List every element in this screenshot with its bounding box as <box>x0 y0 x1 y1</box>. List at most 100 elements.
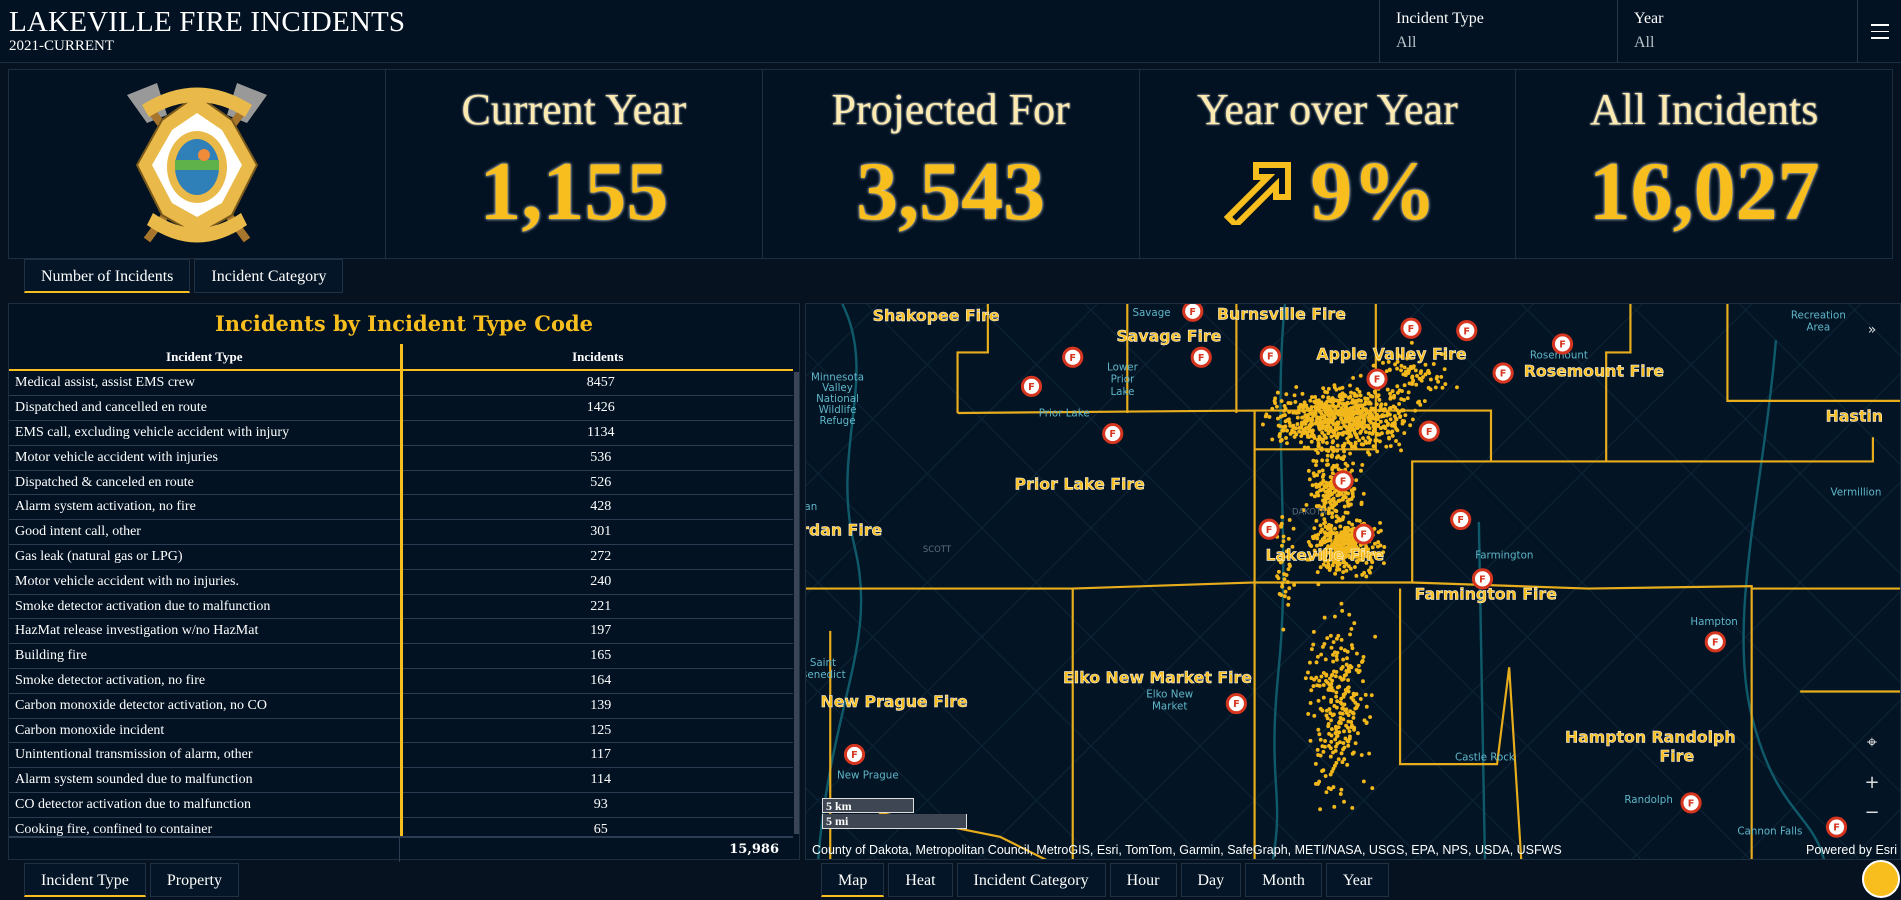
incident-point <box>1376 530 1381 535</box>
incident-point <box>1275 416 1280 421</box>
powered-by-esri[interactable]: Powered by Esri <box>1805 843 1897 857</box>
fire-station-marker-icon[interactable]: F <box>1332 470 1354 492</box>
district-label: Lakeville Fire <box>1265 546 1384 565</box>
incident-type-cell: Dispatched and cancelled en route <box>9 395 401 422</box>
incident-point <box>1314 518 1319 523</box>
table-row[interactable]: Building fire 165 <box>9 643 793 670</box>
incident-point <box>1345 738 1350 743</box>
incident-point <box>1338 535 1343 540</box>
fire-station-marker-icon[interactable]: F <box>1225 692 1248 715</box>
map-tab-heat[interactable]: Heat <box>888 863 953 897</box>
map-tab-incident-category[interactable]: Incident Category <box>956 863 1106 897</box>
fire-station-marker-icon[interactable]: F <box>1020 375 1043 397</box>
svg-text:F: F <box>1360 530 1367 541</box>
zoom-in-button[interactable]: + <box>1864 772 1880 793</box>
incident-point <box>1368 715 1373 719</box>
incident-map[interactable]: Prior Lake Lower Prior Lake Minnesota Valley N… <box>805 303 1901 860</box>
incident-point <box>1339 646 1344 651</box>
incident-point <box>1309 439 1314 444</box>
incident-point <box>1373 634 1378 639</box>
incident-point <box>1327 506 1332 511</box>
incident-point <box>1395 359 1400 364</box>
fire-station-marker-icon[interactable]: F <box>1418 420 1440 442</box>
fire-station-marker-icon[interactable]: F <box>1182 304 1204 322</box>
incident-point <box>1341 412 1346 417</box>
incidents-cell: 197 <box>399 618 793 645</box>
year-filter[interactable]: Year All <box>1617 0 1857 63</box>
table-row[interactable]: Dispatched & canceled en route 526 <box>9 470 793 496</box>
fire-station-marker-icon[interactable]: F <box>1551 333 1574 355</box>
column-header-incidents[interactable]: Incidents <box>399 344 793 371</box>
tab-incident-category[interactable]: Incident Category <box>194 259 344 293</box>
tab-incident-type[interactable]: Incident Type <box>24 863 146 897</box>
fire-station-marker-icon[interactable]: F <box>1258 518 1280 540</box>
fire-station-marker-icon[interactable]: F <box>1680 792 1702 814</box>
locate-icon[interactable]: ⌖ <box>1866 732 1878 753</box>
place-label: Rosemount <box>1530 349 1588 361</box>
table-row[interactable]: Motor vehicle accident with injuries 536 <box>9 445 793 471</box>
fire-station-marker-icon[interactable]: F <box>1353 523 1375 545</box>
table-row[interactable]: Good intent call, other 301 <box>9 519 793 546</box>
table-row[interactable]: Smoke detector activation due to malfunc… <box>9 594 793 620</box>
table-scrollbar[interactable] <box>794 372 799 834</box>
fire-station-marker-icon[interactable]: F <box>1456 320 1478 342</box>
fire-station-marker-icon[interactable]: F <box>1062 346 1084 368</box>
fire-station-marker-icon[interactable]: F <box>1825 816 1848 838</box>
incident-point <box>1363 546 1368 551</box>
table-row[interactable]: Motor vehicle accident with no injuries.… <box>9 569 793 595</box>
incident-point <box>1334 657 1339 662</box>
table-row[interactable]: Alarm system sounded due to malfunction 1… <box>9 767 793 794</box>
incident-point <box>1348 502 1353 507</box>
map-grid <box>1520 304 1900 684</box>
table-row[interactable]: Gas leak (natural gas or LPG) 272 <box>9 544 793 570</box>
incident-point <box>1282 594 1287 599</box>
incident-type-filter[interactable]: Incident Type All <box>1379 0 1617 63</box>
fire-station-marker-icon[interactable]: F <box>1400 317 1422 339</box>
incidents-cell: 1134 <box>399 420 793 446</box>
table-row[interactable]: Medical assist, assist EMS crew 8457 <box>9 371 793 397</box>
table-row[interactable]: Dispatched and cancelled en route 1426 <box>9 395 793 422</box>
fire-station-marker-icon[interactable]: F <box>1450 508 1472 531</box>
table-row[interactable]: CO detector activation due to malfunctio… <box>9 792 793 818</box>
fire-station-marker-icon[interactable]: F <box>1259 345 1281 367</box>
map-tab-year[interactable]: Year <box>1325 863 1390 897</box>
incident-point <box>1292 430 1297 435</box>
table-row[interactable]: EMS call, excluding vehicle accident wit… <box>9 420 793 446</box>
map-tab-map[interactable]: Map <box>821 863 885 897</box>
table-row[interactable]: Unintentional transmission of alarm, oth… <box>9 742 793 769</box>
fire-station-marker-icon[interactable]: F <box>1102 422 1124 445</box>
table-row[interactable]: Cooking fire, confined to container 65 <box>9 817 793 837</box>
map-tab-day[interactable]: Day <box>1180 863 1242 897</box>
fire-station-marker-icon[interactable]: F <box>843 743 866 766</box>
page-subtitle: 2021-CURRENT <box>9 38 114 54</box>
incident-point <box>1319 400 1324 405</box>
table-row[interactable]: Carbon monoxide incident 125 <box>9 718 793 744</box>
incident-point <box>1354 544 1359 549</box>
map-tab-hour[interactable]: Hour <box>1109 863 1177 897</box>
tab-number-of-incidents[interactable]: Number of Incidents <box>24 259 191 293</box>
edit-brush-button[interactable] <box>1862 860 1900 898</box>
incident-point <box>1323 774 1328 778</box>
expand-chevron-icon[interactable]: » <box>1867 322 1877 338</box>
table-row[interactable]: Smoke detector activation, no fire 164 <box>9 668 793 694</box>
zoom-out-button[interactable]: − <box>1864 802 1880 823</box>
fire-station-marker-icon[interactable]: F <box>1492 362 1514 384</box>
incident-point <box>1369 565 1374 570</box>
table-row[interactable]: HazMat release investigation w/no HazMat… <box>9 618 793 645</box>
fire-station-marker-icon[interactable]: F <box>1366 368 1388 390</box>
fire-station-marker-icon[interactable]: F <box>1471 568 1494 590</box>
hamburger-icon[interactable] <box>1857 0 1901 63</box>
map-tab-month[interactable]: Month <box>1245 863 1322 897</box>
column-header-incident-type[interactable]: Incident Type <box>9 344 401 371</box>
fire-station-marker-icon[interactable]: F <box>1704 631 1726 653</box>
incident-point <box>1339 417 1344 422</box>
incident-point <box>1328 754 1333 759</box>
tab-property[interactable]: Property <box>149 863 239 897</box>
incident-point <box>1334 694 1339 699</box>
fire-station-marker-icon[interactable]: F <box>1190 346 1212 368</box>
filter-value: All <box>1634 34 1655 51</box>
table-row[interactable]: Alarm system activation, no fire 428 <box>9 494 793 521</box>
table-row[interactable]: Carbon monoxide detector activation, no … <box>9 693 793 719</box>
incident-point <box>1399 368 1403 373</box>
map-canvas[interactable]: Prior LakeLowerPriorLakeMinnesotaValleyN… <box>806 304 1901 860</box>
